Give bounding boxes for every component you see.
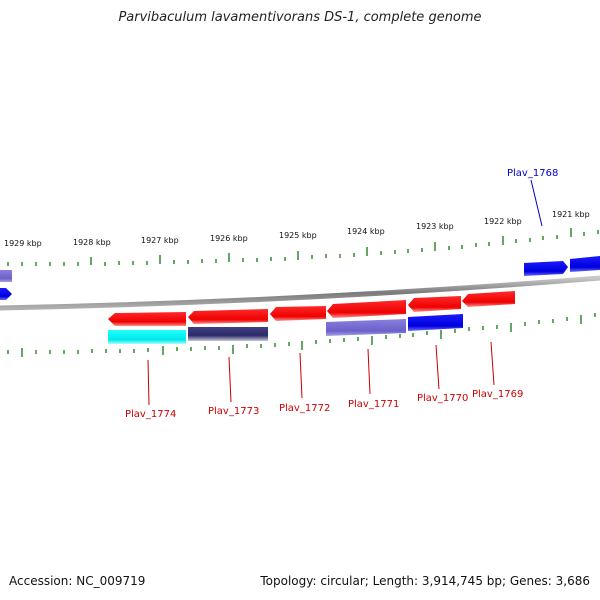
tick-label: 1922 kbp — [484, 217, 522, 226]
gene-label-plav-1773[interactable]: Plav_1773 — [208, 406, 259, 417]
tick-label: 1928 kbp — [73, 238, 111, 247]
tick-label: 1923 kbp — [416, 222, 454, 231]
genome-title: Parvibaculum lavamentivorans DS-1, compl… — [118, 10, 482, 25]
gene-label-plav-1769[interactable]: Plav_1769 — [472, 389, 523, 400]
tick-label: 1927 kbp — [141, 236, 179, 245]
gene-arrow-plav-1772[interactable] — [270, 306, 326, 321]
leader-line — [228, 356, 232, 403]
gene-label-group: Plav_1768 Plav_1769 Plav_1770 Plav_1771 … — [125, 168, 558, 420]
inner-tick-row — [7, 313, 596, 357]
accession-text: Accession: NC_009719 — [9, 574, 146, 588]
genome-stats-text: Topology: circular; Length: 3,914,745 bp… — [260, 574, 590, 588]
leader-line — [435, 344, 440, 390]
gene-arrow-plav-1768-next[interactable] — [570, 256, 600, 272]
gene-label-plav-1771[interactable]: Plav_1771 — [348, 399, 399, 410]
leader-line — [367, 348, 371, 395]
gene-arrow-plav-1774[interactable] — [108, 312, 186, 326]
feature-block[interactable] — [408, 314, 463, 331]
gene-arrow-plav-1773[interactable] — [188, 309, 268, 324]
ruler-labels: 1929 kbp 1928 kbp 1927 kbp 1926 kbp 1925… — [4, 210, 590, 248]
feature-track — [108, 314, 463, 344]
feature-block[interactable] — [188, 327, 268, 341]
tick-label: 1924 kbp — [347, 227, 385, 236]
gene-arrow-partial-left-upper[interactable] — [0, 270, 12, 282]
tick-label: 1926 kbp — [210, 234, 248, 243]
tick-label: 1929 kbp — [4, 239, 42, 248]
leader-line — [530, 179, 543, 227]
gene-label-plav-1770[interactable]: Plav_1770 — [417, 393, 468, 404]
forward-strand-genes — [0, 256, 600, 300]
gene-label-plav-1772[interactable]: Plav_1772 — [279, 403, 330, 414]
gene-arrow-plav-1769[interactable] — [462, 291, 515, 307]
leader-line — [299, 352, 303, 399]
gene-arrow-plav-1768[interactable] — [524, 261, 568, 276]
gene-label-plav-1774[interactable]: Plav_1774 — [125, 409, 176, 420]
leader-line — [147, 359, 150, 406]
gene-arrow-plav-1770[interactable] — [408, 296, 461, 312]
outer-tick-row — [7, 228, 599, 266]
gene-label-plav-1768[interactable]: Plav_1768 — [507, 168, 558, 179]
tick-label: 1925 kbp — [279, 231, 317, 240]
feature-block[interactable] — [326, 319, 406, 336]
leader-line — [490, 341, 495, 386]
reverse-strand-genes — [108, 291, 515, 326]
tick-label: 1921 kbp — [552, 210, 590, 219]
feature-block[interactable] — [108, 330, 186, 344]
genome-backbone — [0, 275, 600, 311]
gene-arrow-partial-left[interactable] — [0, 288, 12, 300]
gene-arrow-plav-1771[interactable] — [327, 300, 406, 318]
